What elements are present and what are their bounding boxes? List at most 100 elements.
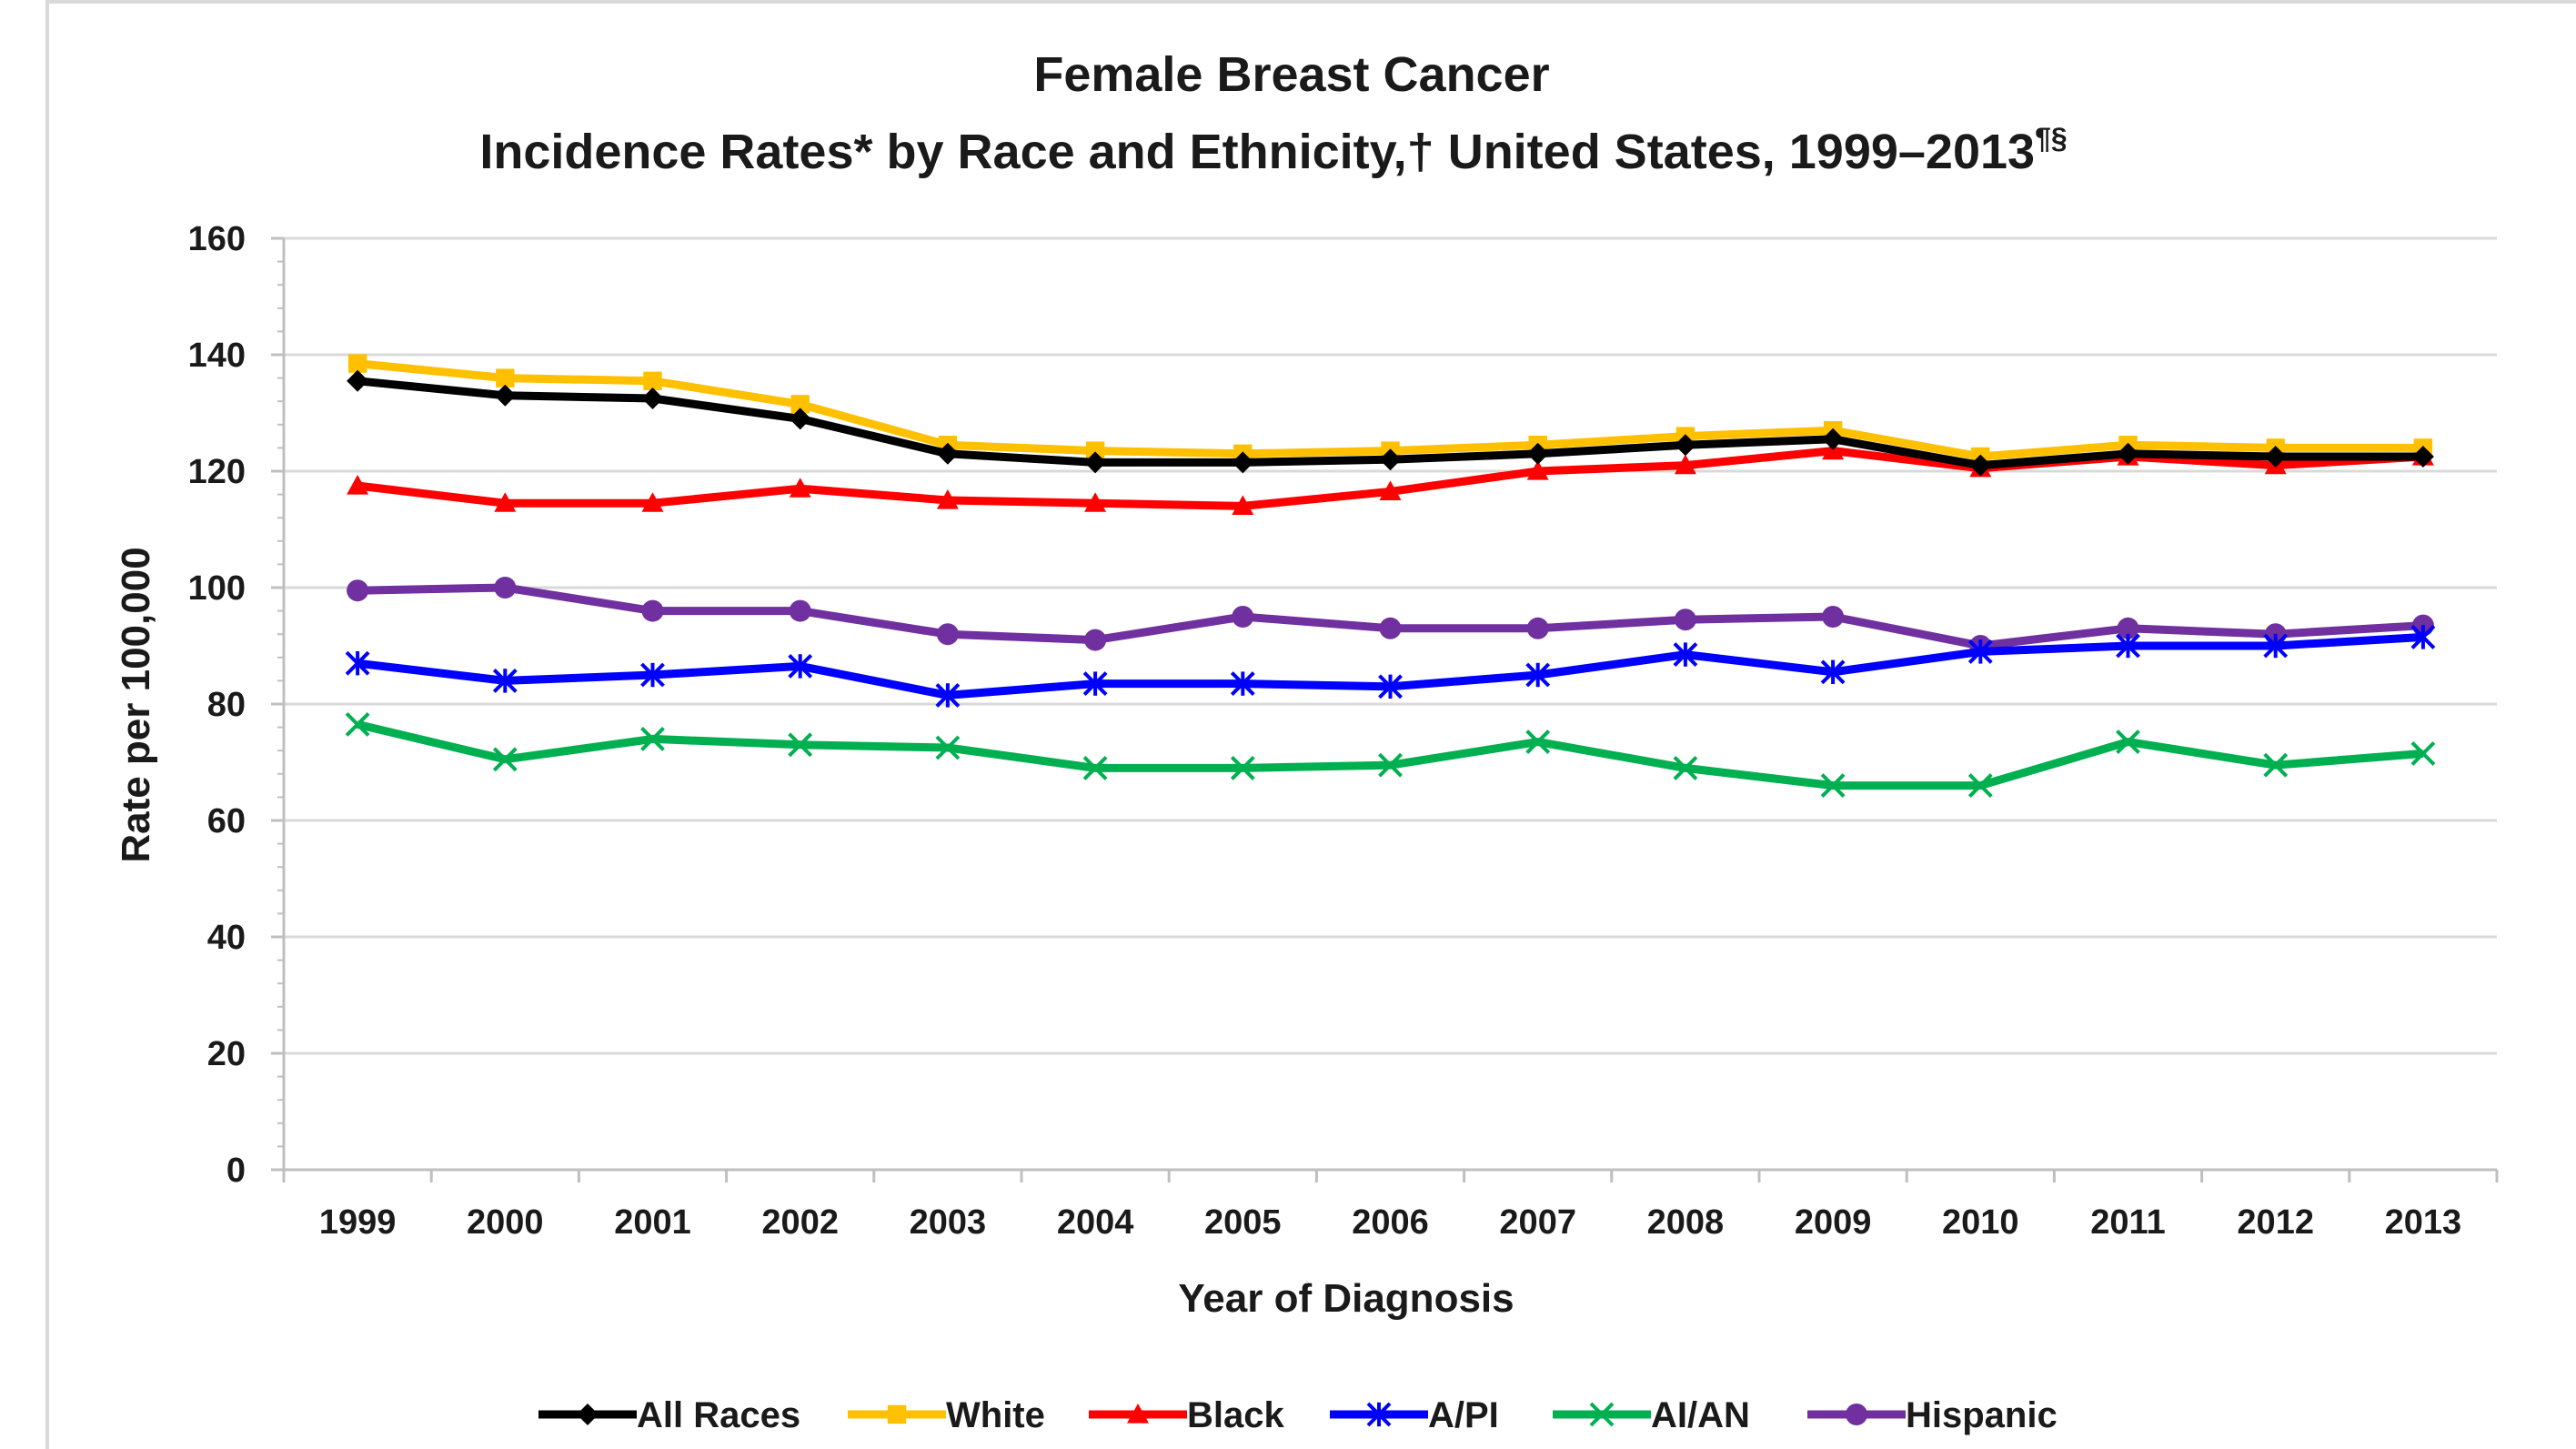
x-axis-ticks: 1999 2000 2001 2002 2003 2004 2005 2006 2007 2008… (319, 1203, 2461, 1242)
data-point-hispanic (1084, 629, 1107, 651)
data-point-a-pi (1967, 639, 1993, 664)
data-point-white (496, 368, 515, 387)
data-point-black (1379, 480, 1402, 500)
x-tick-label: 2008 (1647, 1203, 1725, 1242)
x-tick-label: 2001 (614, 1203, 691, 1242)
data-point-black (936, 489, 959, 509)
legend-item-ai-an: AI/AN (1553, 1395, 1750, 1435)
series-line-ai-an (357, 720, 2424, 790)
data-point-hispanic (2117, 617, 2139, 639)
marker-stroke (935, 735, 961, 760)
x-tick-label: 2005 (1204, 1203, 1282, 1242)
data-point-a-pi (1525, 662, 1551, 688)
legend-item-all-races: All Races (538, 1395, 800, 1435)
chart-subtitle-superscript: ¶§ (2035, 122, 2068, 155)
data-point-all-races (2264, 446, 2287, 468)
data-point-ai-an (1673, 755, 1698, 780)
data-point-ai-an (1082, 755, 1108, 780)
data-point-all-races (1232, 451, 1254, 474)
data-point-all-races (2117, 442, 2139, 465)
data-point-all-races (1379, 448, 1402, 471)
x-tick-label: 2013 (2385, 1203, 2462, 1242)
series-ai-an (345, 711, 2436, 799)
x-tick-label: 2012 (2237, 1203, 2314, 1242)
series-hispanic (347, 577, 2434, 657)
x-tick-label: 2000 (467, 1203, 544, 1242)
marker-stroke (1230, 755, 1255, 780)
x-tick-label: 2010 (1942, 1203, 2019, 1242)
y-tick-label: 80 (207, 686, 246, 724)
data-point-ai-an (788, 732, 813, 758)
data-point-white (643, 371, 662, 390)
legend-label: White (946, 1395, 1045, 1435)
data-point-hispanic (1822, 606, 1845, 628)
chart-subtitle-main: Incidence Rates* by Race and Ethnicity,†… (479, 125, 2035, 179)
marker-stroke (1589, 1402, 1615, 1427)
chart-subtitle: Incidence Rates* by Race and Ethnicity,†… (479, 122, 2067, 179)
data-point-white (790, 395, 810, 414)
data-point-a-pi (1820, 659, 1846, 685)
legend-label: All Races (637, 1395, 800, 1435)
data-point-a-pi (2116, 633, 2140, 659)
y-axis-ticks: 0 20 40 60 80 100 120 140 160 (188, 220, 246, 1190)
data-point-all-races (1969, 454, 1992, 477)
marker-stroke (2263, 752, 2289, 778)
data-point-a-pi (345, 650, 370, 676)
legend-label: AI/AN (1651, 1395, 1750, 1435)
data-point-black (347, 475, 369, 495)
x-tick-label: 1999 (319, 1203, 397, 1242)
data-point-black (1526, 460, 1549, 480)
data-point-black (789, 478, 811, 498)
data-point-hispanic (1526, 617, 1549, 639)
legend-item-hispanic: Hispanic (1807, 1395, 2058, 1435)
marker-stroke (788, 732, 813, 758)
legend-swatch-marker (1366, 1402, 1392, 1427)
marker-stroke (1082, 755, 1108, 780)
data-point-a-pi (1378, 674, 1403, 699)
data-point-ai-an (1820, 773, 1846, 799)
data-point-all-races (347, 369, 369, 392)
data-point-black (1674, 454, 1696, 475)
data-point-all-races (1674, 434, 1696, 457)
marker-stroke (2410, 740, 2436, 766)
x-tick-label: 2007 (1499, 1203, 1576, 1242)
y-tick-label: 160 (188, 220, 246, 258)
marker-stroke (492, 747, 518, 772)
data-point-ai-an (492, 747, 518, 772)
marker-stroke (1525, 730, 1551, 755)
legend-swatch-marker (1846, 1404, 1867, 1425)
data-point-a-pi (1230, 671, 1255, 697)
legend-label: Black (1187, 1395, 1284, 1435)
legend-swatch-marker (1589, 1402, 1615, 1427)
marker-stroke (1967, 773, 1993, 799)
data-point-hispanic (1232, 606, 1254, 628)
data-point-ai-an (640, 726, 665, 751)
data-point-all-races (494, 384, 517, 407)
marker-stroke (640, 726, 665, 751)
y-tick-label: 40 (207, 919, 246, 957)
data-point-hispanic (1674, 609, 1696, 631)
data-point-all-races (789, 408, 811, 430)
axes (271, 236, 2499, 1182)
data-point-white (1085, 441, 1105, 460)
x-tick-label: 2011 (2090, 1203, 2165, 1242)
data-point-ai-an (935, 735, 961, 760)
data-point-all-races (2411, 446, 2434, 468)
data-point-black (1232, 495, 1254, 515)
data-point-all-races (1084, 451, 1107, 474)
data-point-hispanic (936, 623, 959, 646)
y-axis-label: Rate per 100,000 (114, 547, 158, 862)
data-point-all-races (936, 442, 959, 465)
x-tick-label: 2006 (1352, 1203, 1429, 1242)
legend-item-white: White (848, 1395, 1045, 1435)
y-tick-label: 100 (188, 569, 246, 608)
legend-swatch-marker (887, 1404, 907, 1424)
series-a-pi (345, 624, 2436, 708)
data-point-a-pi (492, 668, 518, 693)
data-point-ai-an (1230, 755, 1255, 780)
data-point-ai-an (1967, 773, 1993, 799)
legend-item-a-pi: A/PI (1330, 1395, 1499, 1435)
marker-stroke (2116, 730, 2140, 755)
y-tick-label: 20 (207, 1035, 246, 1073)
